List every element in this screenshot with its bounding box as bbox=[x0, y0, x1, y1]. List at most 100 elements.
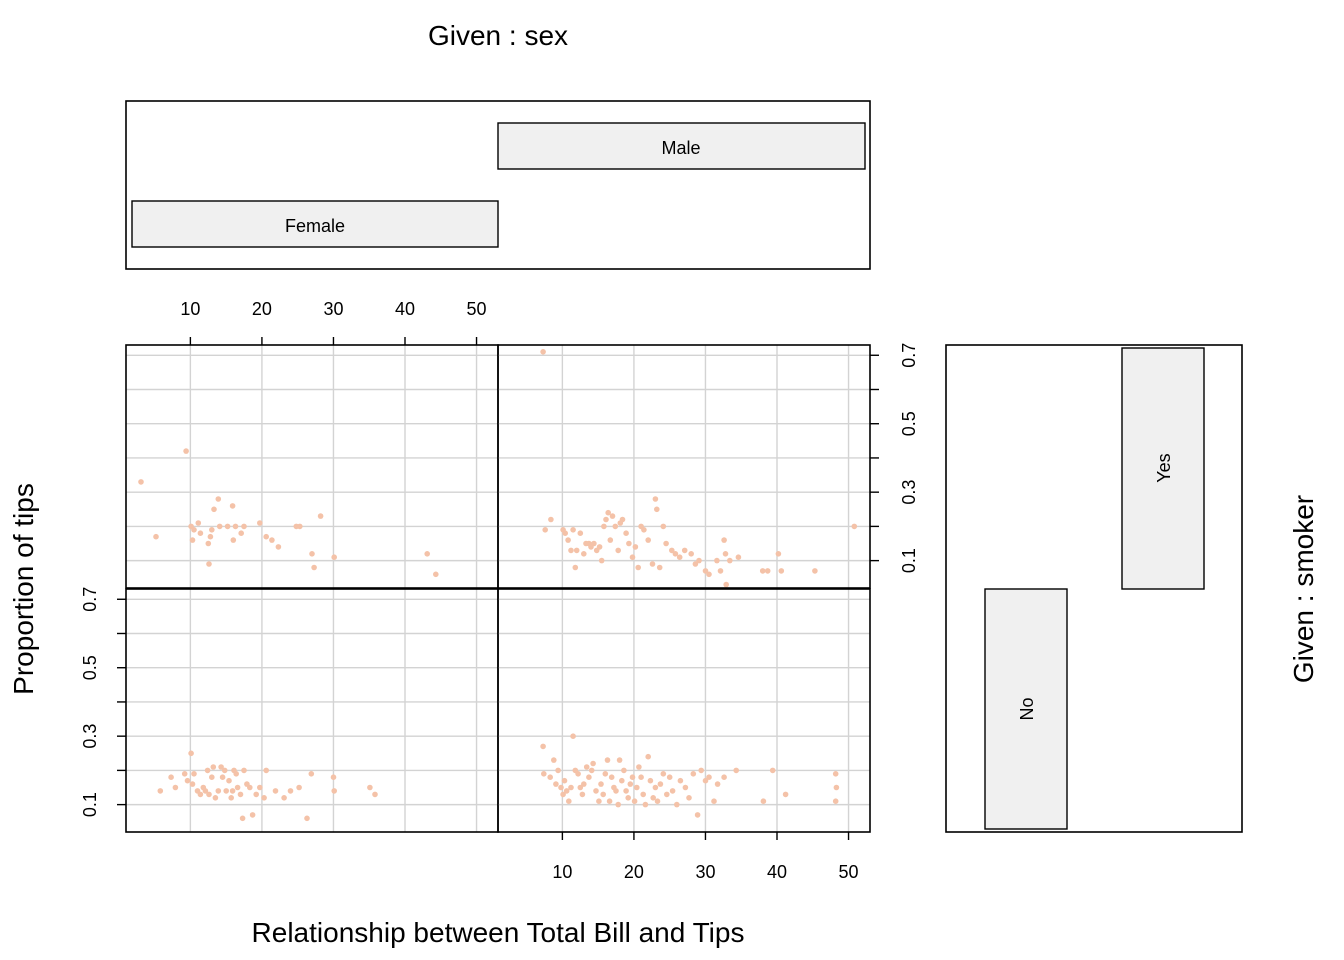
data-point bbox=[238, 530, 244, 536]
data-point bbox=[189, 537, 196, 543]
data-point bbox=[275, 544, 282, 550]
data-point bbox=[226, 777, 232, 784]
data-point bbox=[604, 757, 611, 763]
data-point bbox=[764, 568, 771, 574]
data-point bbox=[682, 784, 689, 791]
data-point bbox=[638, 774, 644, 780]
y-tick-label: 0.3 bbox=[80, 724, 100, 749]
data-point bbox=[656, 564, 663, 571]
panel-male-yes bbox=[497, 344, 871, 589]
given-sex-label: Given : sex bbox=[428, 20, 568, 51]
data-point bbox=[573, 547, 580, 554]
data-point bbox=[669, 788, 676, 794]
data-point bbox=[228, 795, 234, 801]
data-point bbox=[598, 557, 605, 564]
data-point bbox=[717, 568, 724, 574]
panel-border bbox=[125, 588, 499, 833]
data-point bbox=[676, 554, 683, 560]
y-tick-label: 0.5 bbox=[899, 411, 919, 436]
data-point bbox=[204, 767, 211, 774]
data-point bbox=[702, 568, 709, 574]
data-point bbox=[583, 764, 590, 770]
data-point bbox=[424, 551, 431, 557]
data-point bbox=[613, 788, 619, 794]
data-point bbox=[609, 513, 616, 519]
data-point bbox=[223, 788, 229, 794]
data-point bbox=[138, 479, 144, 485]
data-point bbox=[272, 788, 279, 794]
data-point bbox=[215, 788, 222, 794]
data-point bbox=[692, 561, 699, 567]
data-point bbox=[698, 767, 704, 774]
data-point bbox=[309, 551, 315, 557]
strip-yes-label: Yes bbox=[1154, 453, 1174, 482]
data-point bbox=[596, 798, 602, 804]
data-point bbox=[241, 523, 247, 530]
panel-border bbox=[497, 588, 871, 833]
panel-female-no bbox=[125, 588, 499, 833]
data-point bbox=[287, 788, 294, 794]
data-point bbox=[570, 733, 576, 739]
data-point bbox=[197, 791, 204, 798]
strip-female-label: Female bbox=[285, 216, 345, 236]
y-tick-label: 0.5 bbox=[80, 655, 100, 680]
data-point bbox=[229, 503, 236, 509]
data-point bbox=[367, 784, 373, 791]
data-point bbox=[759, 568, 766, 574]
data-point bbox=[579, 791, 586, 798]
data-point bbox=[612, 523, 619, 530]
data-point bbox=[669, 547, 675, 554]
data-point bbox=[232, 523, 239, 530]
data-point bbox=[215, 496, 222, 502]
data-point bbox=[330, 774, 337, 780]
y-tick-label: 0.1 bbox=[899, 548, 919, 573]
given-smoker-label: Given : smoker bbox=[1288, 495, 1319, 683]
data-point bbox=[540, 743, 546, 750]
data-point bbox=[601, 523, 607, 530]
data-point bbox=[209, 774, 215, 780]
data-point bbox=[640, 791, 646, 798]
data-point bbox=[832, 798, 839, 804]
data-point bbox=[540, 349, 546, 355]
y-tick-label: 0.7 bbox=[899, 343, 919, 368]
data-point bbox=[308, 771, 315, 777]
data-point bbox=[623, 530, 629, 536]
data-point bbox=[239, 815, 246, 822]
data-point bbox=[615, 801, 621, 808]
data-point bbox=[572, 564, 579, 571]
data-point bbox=[596, 544, 603, 550]
data-point bbox=[690, 771, 697, 777]
y-tick-label: 0.3 bbox=[899, 480, 919, 505]
data-point bbox=[721, 537, 727, 543]
data-point bbox=[631, 798, 638, 804]
data-point bbox=[674, 801, 680, 808]
data-point bbox=[714, 781, 721, 787]
data-point bbox=[581, 781, 587, 787]
data-point bbox=[677, 777, 684, 784]
data-point bbox=[590, 760, 596, 767]
panel-female-yes bbox=[125, 344, 499, 589]
data-point bbox=[189, 781, 196, 787]
data-point bbox=[563, 788, 570, 794]
data-point bbox=[541, 771, 547, 777]
data-point bbox=[206, 791, 212, 798]
data-point bbox=[191, 527, 197, 533]
x-tick-label: 50 bbox=[839, 862, 859, 882]
data-point bbox=[775, 551, 782, 557]
data-point bbox=[812, 568, 818, 574]
data-point bbox=[548, 516, 554, 523]
panel-border bbox=[497, 344, 871, 589]
data-point bbox=[593, 788, 599, 794]
data-point bbox=[172, 784, 179, 791]
strip-no-label: No bbox=[1017, 697, 1037, 720]
data-point bbox=[623, 788, 629, 794]
data-point bbox=[183, 448, 189, 454]
data-point bbox=[681, 547, 688, 554]
data-point bbox=[562, 530, 568, 536]
y-axis-label: Proportion of tips bbox=[8, 483, 39, 695]
data-point bbox=[153, 533, 159, 540]
strip-yes bbox=[1121, 347, 1205, 590]
data-point bbox=[311, 564, 317, 571]
data-point bbox=[304, 815, 310, 822]
data-point bbox=[851, 523, 858, 530]
